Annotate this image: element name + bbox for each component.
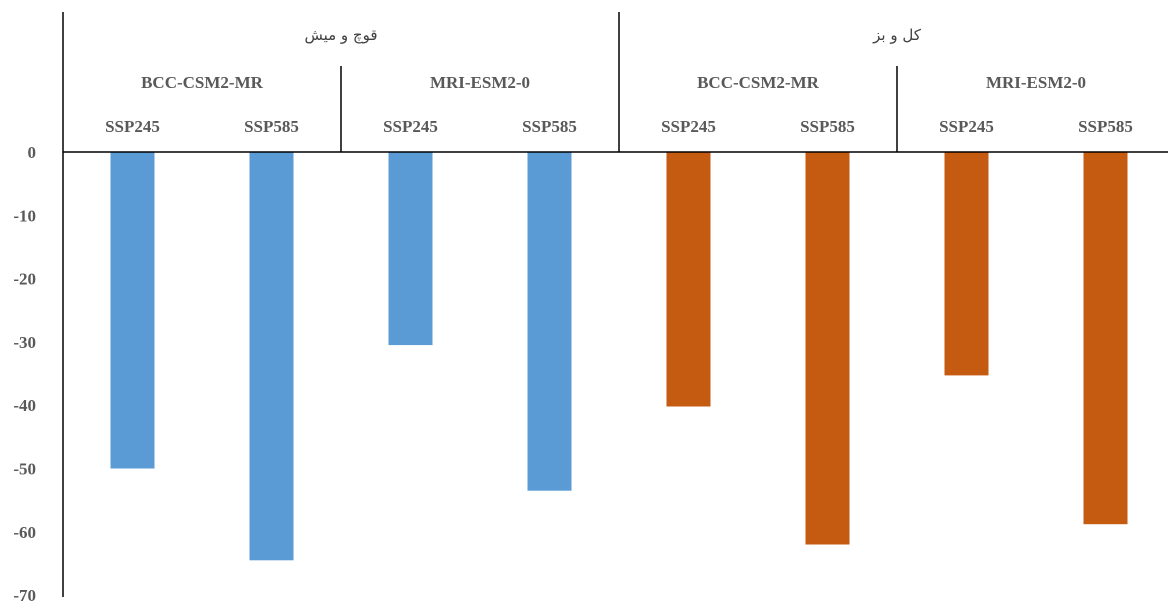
scenario-label: SSP245 bbox=[105, 117, 160, 136]
model-label: BCC-CSM2-MR bbox=[697, 73, 820, 92]
scenario-label: SSP585 bbox=[1078, 117, 1133, 136]
bar bbox=[1083, 152, 1128, 525]
bar bbox=[805, 152, 850, 545]
bar bbox=[527, 152, 572, 491]
y-tick-label: 0 bbox=[28, 143, 37, 162]
bar bbox=[110, 152, 155, 469]
model-label: MRI-ESM2-0 bbox=[430, 73, 530, 92]
bar bbox=[388, 152, 433, 346]
scenario-label: SSP245 bbox=[661, 117, 716, 136]
model-label: BCC-CSM2-MR bbox=[141, 73, 264, 92]
model-label: MRI-ESM2-0 bbox=[986, 73, 1086, 92]
scenario-label: SSP585 bbox=[244, 117, 299, 136]
y-tick-label: -60 bbox=[13, 523, 36, 542]
y-tick-label: -50 bbox=[13, 460, 36, 479]
bar bbox=[944, 152, 989, 376]
scenario-label: SSP585 bbox=[800, 117, 855, 136]
group-label: کل و بز bbox=[872, 26, 922, 44]
bar bbox=[666, 152, 711, 407]
y-tick-label: -40 bbox=[13, 396, 36, 415]
y-tick-label: -30 bbox=[13, 333, 36, 352]
y-tick-label: -70 bbox=[13, 586, 36, 605]
bar bbox=[249, 152, 294, 561]
scenario-label: SSP245 bbox=[939, 117, 994, 136]
scenario-label: SSP245 bbox=[383, 117, 438, 136]
scenario-label: SSP585 bbox=[522, 117, 577, 136]
group-label: قوچ و میش bbox=[304, 26, 377, 45]
y-tick-label: -20 bbox=[13, 270, 36, 289]
y-tick-label: -10 bbox=[13, 206, 36, 225]
